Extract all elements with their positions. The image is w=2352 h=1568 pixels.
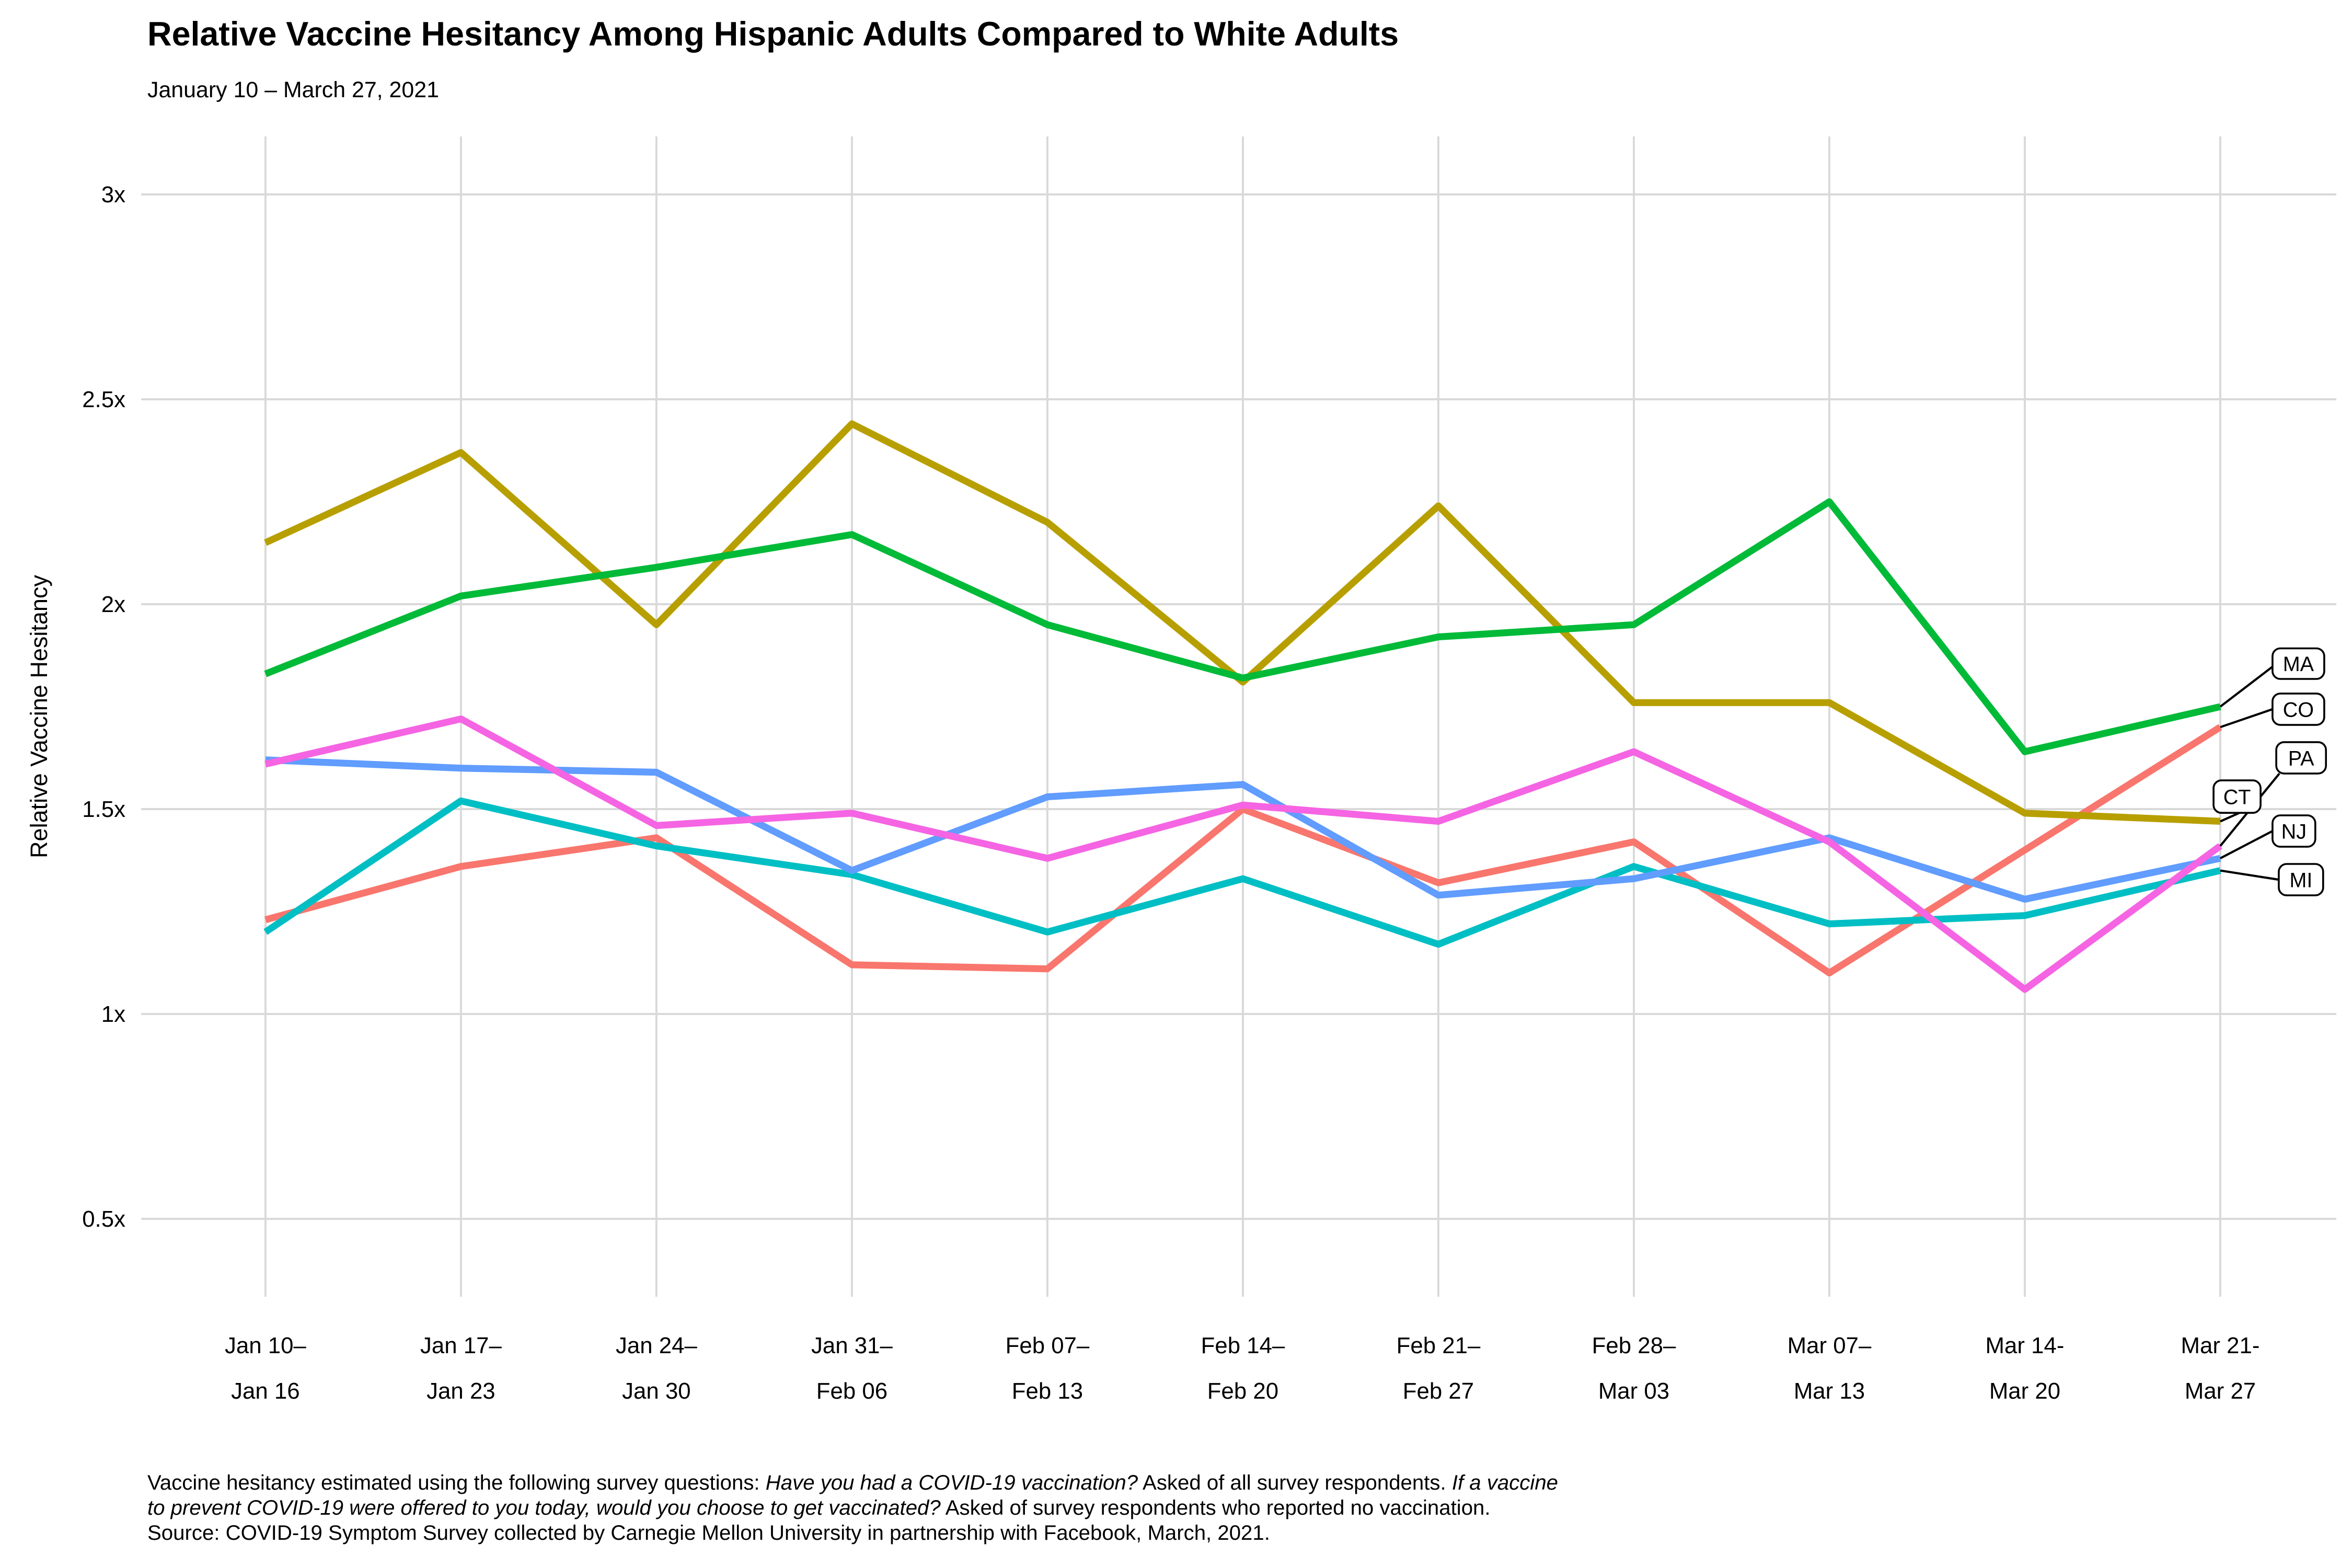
series-label-text-NJ: NJ — [2281, 820, 2307, 843]
series-label-text-MI: MI — [2289, 869, 2312, 892]
x-tick-label-line1: Feb 28– — [1592, 1333, 1676, 1358]
x-tick-label-line1: Feb 21– — [1397, 1333, 1481, 1358]
x-tick-label-line2: Feb 06 — [816, 1378, 887, 1404]
series-line-CT — [264, 420, 2221, 825]
x-tick-label-line2: Mar 20 — [1989, 1378, 2060, 1404]
chart-subtitle: January 10 – March 27, 2021 — [147, 78, 439, 103]
x-tick-label-line2: Feb 20 — [1207, 1378, 1278, 1404]
series-label-MA: MA — [2272, 647, 2325, 680]
x-tick-label-line1: Jan 24– — [616, 1333, 697, 1358]
label-leader-NJ — [2220, 830, 2273, 859]
footnote-segment: Asked of all survey respondents. — [1138, 1471, 1452, 1494]
series-label-CO: CO — [2272, 693, 2325, 726]
series-line-MA — [264, 498, 2221, 755]
x-tick-label-line2: Jan 30 — [622, 1378, 691, 1404]
series-line-NJ — [265, 756, 2221, 903]
series-line-PA — [264, 715, 2222, 993]
series-label-NJ: NJ — [2272, 814, 2316, 848]
footnote-segment: Asked of survey respondents who reported… — [940, 1496, 1491, 1519]
y-tick-label: 2x — [101, 592, 125, 617]
x-tick-label-line2: Mar 27 — [2185, 1378, 2256, 1404]
y-tick-label: 1.5x — [82, 797, 125, 822]
series-label-text-PA: PA — [2288, 747, 2314, 770]
x-tick-label-line2: Mar 13 — [1794, 1378, 1865, 1404]
series-label-box-MA — [2272, 647, 2325, 680]
label-leader-CT — [2220, 812, 2240, 823]
y-tick-label: 1x — [101, 1001, 125, 1027]
footnote-italic-segment: Have you had a COVID-19 vaccination? — [765, 1471, 1138, 1494]
x-tick-label-line1: Mar 14- — [1986, 1333, 2065, 1358]
label-leader-CO — [2220, 708, 2273, 729]
series-label-text-CT: CT — [2223, 786, 2251, 809]
footnote-line: Vaccine hesitancy estimated using the fo… — [147, 1471, 1558, 1496]
series-line-CO — [264, 724, 2222, 977]
x-tick-label-line2: Mar 03 — [1598, 1378, 1669, 1404]
footnote: Vaccine hesitancy estimated using the fo… — [147, 1471, 1558, 1546]
series-label-box-CO — [2272, 693, 2325, 726]
footnote-line: to prevent COVID-19 were offered to you … — [147, 1496, 1558, 1521]
footnote-line: Source: COVID-19 Symptom Survey collecte… — [147, 1521, 1558, 1546]
x-tick-label-line2: Feb 27 — [1403, 1378, 1474, 1404]
x-tick-label-line2: Feb 13 — [1012, 1378, 1083, 1404]
footnote-segment: Source: COVID-19 Symptom Survey collecte… — [147, 1521, 1270, 1544]
y-axis-title: Relative Vaccine Hesitancy — [26, 575, 52, 858]
footnote-segment: Vaccine hesitancy estimated using the fo… — [147, 1471, 766, 1494]
series-label-MI: MI — [2278, 863, 2324, 896]
x-tick-label-line1: Mar 07– — [1788, 1333, 1872, 1358]
chart-title: Relative Vaccine Hesitancy Among Hispani… — [147, 16, 1399, 53]
footnote-italic-segment: If a vaccine — [1451, 1471, 1559, 1494]
x-tick-label-line1: Mar 21- — [2181, 1333, 2260, 1358]
x-tick-label-line1: Feb 07– — [1006, 1333, 1090, 1358]
x-tick-label-line1: Jan 17– — [420, 1333, 502, 1358]
series-label-box-MI — [2278, 863, 2324, 896]
footnote-italic-segment: to prevent COVID-19 were offered to you … — [147, 1496, 941, 1519]
x-tick-label-line2: Jan 16 — [231, 1378, 300, 1404]
x-tick-label-line1: Jan 10– — [225, 1333, 306, 1358]
series-label-PA: PA — [2275, 741, 2327, 775]
y-tick-label: 0.5x — [82, 1206, 125, 1232]
series-label-text-MA: MA — [2283, 653, 2314, 676]
x-tick-label-line1: Jan 31– — [811, 1333, 893, 1358]
series-line-MI — [263, 797, 2221, 948]
series-label-box-CT — [2212, 779, 2262, 814]
y-tick-label: 2.5x — [82, 387, 125, 412]
series-label-box-NJ — [2272, 814, 2316, 848]
series-label-text-CO: CO — [2283, 698, 2314, 721]
label-leader-MI — [2220, 869, 2279, 881]
x-tick-label-line2: Jan 23 — [426, 1378, 495, 1404]
x-tick-label-line1: Feb 14– — [1201, 1333, 1285, 1358]
y-tick-label: 3x — [101, 182, 125, 207]
series-label-box-PA — [2275, 741, 2327, 775]
series-label-CT: CT — [2212, 779, 2262, 814]
label-leader-MA — [2219, 665, 2274, 708]
